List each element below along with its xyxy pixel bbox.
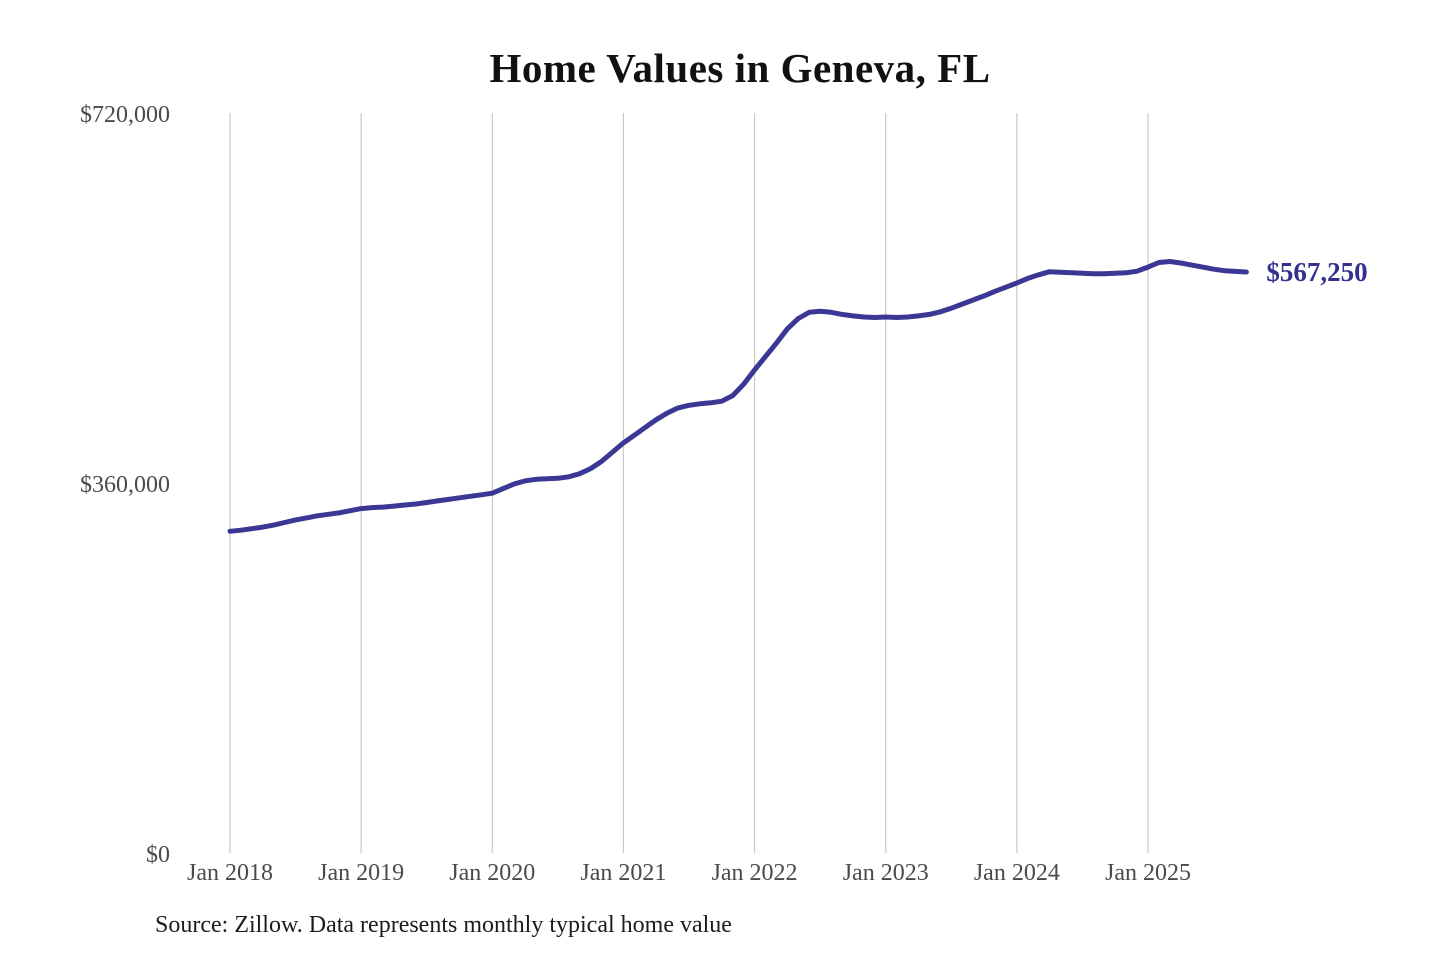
chart-title: Home Values in Geneva, FL bbox=[489, 45, 991, 91]
y-axis-label: $720,000 bbox=[80, 102, 170, 128]
y-axis-label: $0 bbox=[146, 842, 170, 868]
x-axis-label: Jan 2018 bbox=[187, 860, 273, 886]
x-axis-label: Jan 2023 bbox=[842, 860, 929, 886]
source-note: Source: Zillow. Data represents monthly … bbox=[155, 912, 732, 938]
current-value-label: $567,250 bbox=[1266, 256, 1368, 287]
year-gridlines bbox=[229, 113, 1149, 853]
x-axis-label: Jan 2025 bbox=[1105, 860, 1191, 886]
x-axis-label: Jan 2024 bbox=[973, 860, 1060, 886]
x-axis-label: Jan 2021 bbox=[580, 860, 667, 886]
x-axis-label: Jan 2019 bbox=[318, 860, 405, 886]
home-value-line bbox=[227, 259, 1249, 534]
y-axis-label: $360,000 bbox=[80, 472, 170, 498]
x-axis-label: Jan 2022 bbox=[711, 860, 798, 886]
x-axis-label: Jan 2020 bbox=[449, 860, 536, 886]
